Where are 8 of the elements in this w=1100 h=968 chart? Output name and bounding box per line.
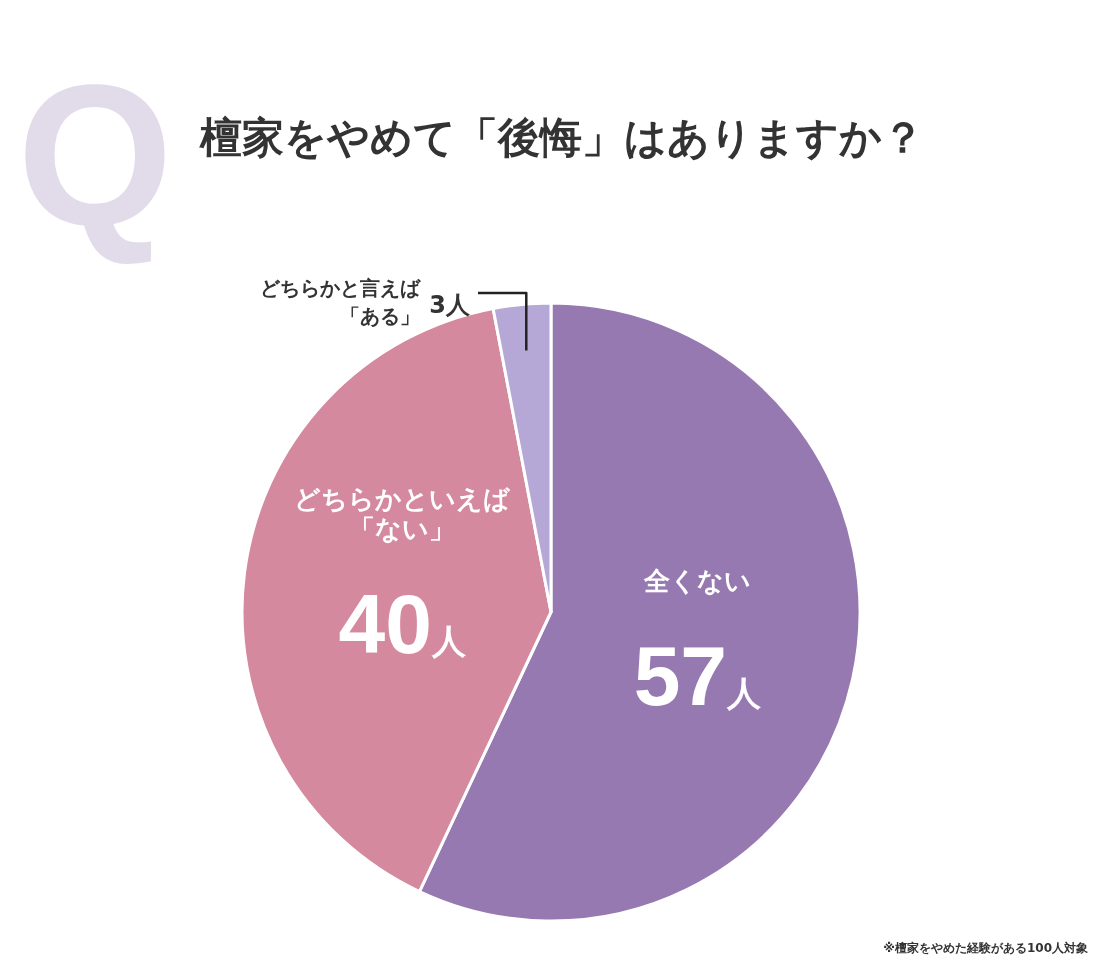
data-label: 40人 (338, 577, 467, 672)
chart-title: 檀家をやめて「後悔」はありますか？ (199, 113, 924, 162)
slice-label: どちらかといえば「ない」 (294, 484, 512, 545)
slice-label: どちらかと言えば「ある」 (260, 276, 421, 328)
data-label: 57人 (633, 628, 763, 723)
slice-label: 全くない (642, 565, 751, 596)
data-label: 3人 (429, 291, 471, 319)
text: ※檀家をやめた経験がある100人対象 (883, 941, 1088, 955)
